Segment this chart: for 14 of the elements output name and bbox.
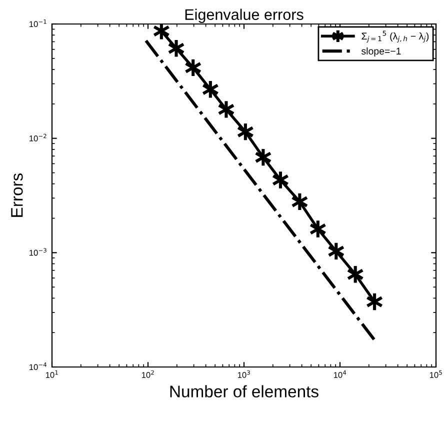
- x-tick-label: 10$^{5}$: [430, 370, 442, 378]
- x-tick-label: 10$^{3}$: [238, 370, 250, 378]
- x-tick-label: 10$^{2}$: [142, 370, 154, 378]
- x-tick-label: 10$^{1}$: [46, 370, 58, 378]
- chart-title: Eigenvalue errors: [185, 8, 304, 24]
- y-tick-label: 10$^{−4}$: [30, 362, 47, 370]
- y-tick-label: 10$^{−3}$: [30, 248, 46, 256]
- legend-label: slope=−1: [362, 47, 401, 56]
- x-axis-title: Number of elements: [170, 385, 318, 398]
- x-tick-label: 10$^{4}$: [334, 370, 346, 378]
- y-tick-label: 10$^{−2}$: [30, 134, 46, 142]
- y-axis-title: Errors: [11, 173, 23, 217]
- legend-label: Σ$_{j=1}$$^{5}$ (λ$_{j,h}$ − λ$_{j}$): [362, 30, 429, 42]
- y-tick-label: 10$^{−1}$: [30, 20, 46, 28]
